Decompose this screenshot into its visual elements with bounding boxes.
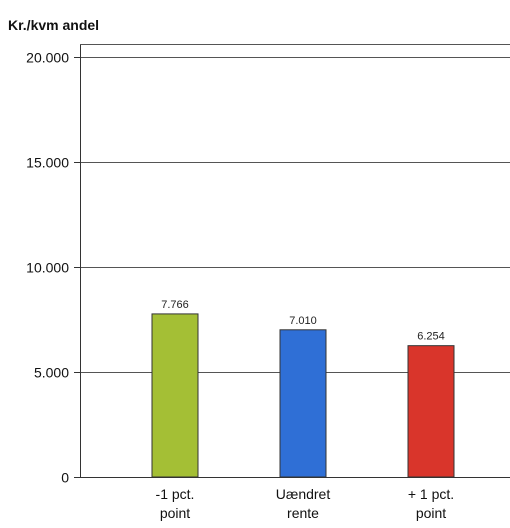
y-ticks: 0 5.000 10.000 15.000 20.000 [26, 50, 80, 486]
bars [151, 313, 455, 478]
category-label: point [416, 505, 446, 521]
y-tick-label: 15.000 [26, 155, 69, 171]
category-label: Uændret [276, 486, 331, 502]
data-label: 7.010 [289, 315, 317, 327]
category-label: + 1 pct. [408, 486, 454, 502]
bar [407, 345, 455, 478]
y-tick-label: 5.000 [34, 365, 69, 381]
data-labels: 7.766 7.010 6.254 [161, 299, 445, 343]
y-tick-label: 10.000 [26, 260, 69, 276]
data-label: 6.254 [417, 331, 445, 343]
data-label: 7.766 [161, 299, 189, 311]
bar [279, 329, 327, 478]
category-label: rente [287, 505, 319, 521]
y-tick-label: 0 [61, 470, 69, 486]
category-labels: -1 pct. point Uændret rente + 1 pct. point [156, 486, 455, 521]
bar [151, 313, 199, 478]
category-label: point [160, 505, 190, 521]
category-label: -1 pct. [156, 486, 195, 502]
y-tick-label: 20.000 [26, 50, 69, 66]
y-axis-label: Kr./kvm andel [8, 17, 99, 33]
